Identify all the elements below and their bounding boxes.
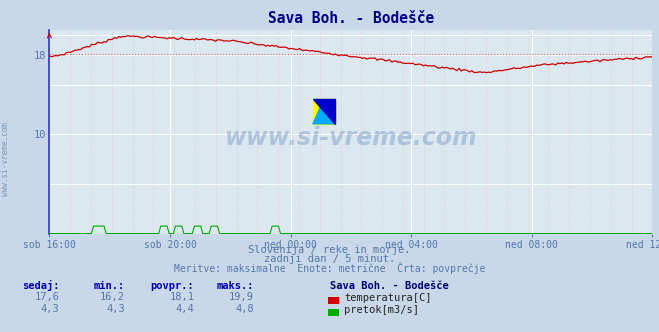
Text: povpr.:: povpr.: xyxy=(151,281,194,291)
Text: sedaj:: sedaj: xyxy=(22,280,59,291)
Text: pretok[m3/s]: pretok[m3/s] xyxy=(344,305,419,315)
Polygon shape xyxy=(313,99,335,124)
Title: Sava Boh. - Bodešče: Sava Boh. - Bodešče xyxy=(268,11,434,26)
Text: 4,3: 4,3 xyxy=(107,304,125,314)
Text: temperatura[C]: temperatura[C] xyxy=(344,293,432,303)
Text: 17,6: 17,6 xyxy=(34,292,59,302)
Text: maks.:: maks.: xyxy=(216,281,254,291)
Text: Sava Boh. - Bodešče: Sava Boh. - Bodešče xyxy=(330,281,448,291)
Text: www.si-vreme.com: www.si-vreme.com xyxy=(225,126,477,150)
Text: min.:: min.: xyxy=(94,281,125,291)
Text: zadnji dan / 5 minut.: zadnji dan / 5 minut. xyxy=(264,254,395,264)
Polygon shape xyxy=(313,99,335,124)
Text: Slovenija / reke in morje.: Slovenija / reke in morje. xyxy=(248,245,411,255)
Text: 4,4: 4,4 xyxy=(176,304,194,314)
Text: Meritve: maksimalne  Enote: metrične  Črta: povprečje: Meritve: maksimalne Enote: metrične Črta… xyxy=(174,262,485,274)
Polygon shape xyxy=(313,99,335,124)
Text: 19,9: 19,9 xyxy=(229,292,254,302)
Text: 4,8: 4,8 xyxy=(235,304,254,314)
Text: www.si-vreme.com: www.si-vreme.com xyxy=(1,123,10,196)
Text: 4,3: 4,3 xyxy=(41,304,59,314)
Text: 18,1: 18,1 xyxy=(169,292,194,302)
Text: 16,2: 16,2 xyxy=(100,292,125,302)
